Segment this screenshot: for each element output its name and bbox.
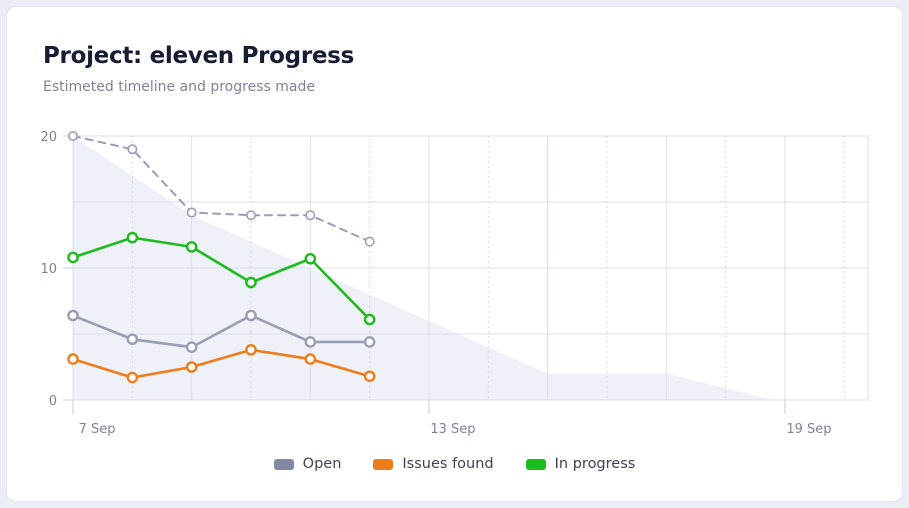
legend-label: Open <box>302 456 342 472</box>
y-tick-label: 10 <box>40 262 57 277</box>
legend-item-issues-found[interactable]: Issues found <box>373 455 494 473</box>
series-guideline[interactable] <box>67 131 375 247</box>
chart-card: Project: eleven Progress Estimeted timel… <box>6 6 903 502</box>
page-title: Project: eleven Progress <box>43 43 354 69</box>
legend-swatch-icon <box>525 458 546 470</box>
legend-label: Issues found <box>402 456 494 472</box>
legend-swatch-icon <box>273 458 294 470</box>
axis-lines <box>63 135 786 414</box>
line-chart-svg[interactable]: 0 10 20 7 Sep 13 Sep 19 Sep <box>7 7 903 502</box>
legend-swatch-icon <box>373 458 394 470</box>
chart-header: Project: eleven Progress Estimeted timel… <box>43 41 354 97</box>
chart-subtitle: Estimeted timeline and progress made <box>43 79 315 95</box>
x-axis-tick-labels: 7 Sep 13 Sep 19 Sep <box>79 422 832 437</box>
legend-label: In progress <box>554 456 636 472</box>
data-series-group[interactable] <box>67 131 376 384</box>
series-open[interactable] <box>67 309 376 354</box>
y-axis-tick-labels: 0 10 20 <box>40 130 57 409</box>
x-tick-label: 13 Sep <box>430 422 475 437</box>
y-tick-label: 20 <box>40 130 57 145</box>
chart-legend: Open Issues found In progress <box>7 455 902 473</box>
x-tick-label: 7 Sep <box>79 422 116 437</box>
legend-item-open[interactable]: Open <box>273 455 342 473</box>
legend-item-in-progress[interactable]: In progress <box>525 455 636 473</box>
chart-plot-area[interactable]: 0 10 20 7 Sep 13 Sep 19 Sep <box>7 7 903 502</box>
series-issues-found[interactable] <box>67 344 376 384</box>
x-tick-label: 19 Sep <box>786 422 831 437</box>
series-in-progress[interactable] <box>67 231 376 326</box>
y-tick-label: 0 <box>49 394 57 409</box>
